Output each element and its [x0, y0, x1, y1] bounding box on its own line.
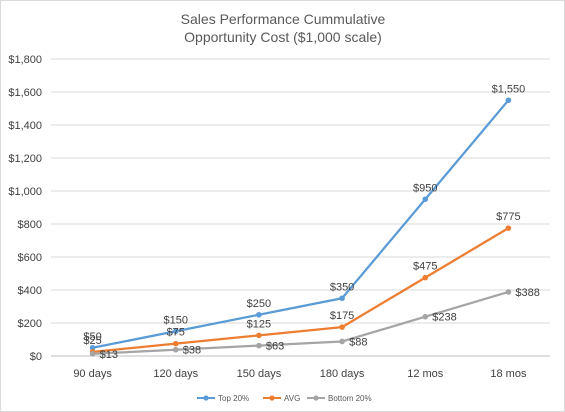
data-label: $125 [247, 318, 271, 330]
chart-title-line: Sales Performance Cummulative [181, 11, 386, 27]
x-tick-label: 18 mos [490, 368, 527, 380]
data-point [505, 225, 512, 231]
x-tick-label: 150 days [237, 368, 282, 380]
legend: Top 20% AVG Bottom 20% [197, 394, 372, 403]
data-label: $238 [432, 312, 456, 324]
data-point [505, 289, 512, 295]
data-point [422, 274, 429, 281]
x-tick-label: 12 mos [407, 368, 444, 380]
y-tick-label: $0 [30, 351, 42, 363]
data-label: $388 [515, 287, 539, 299]
data-point [256, 311, 262, 318]
data-label: $75 [167, 327, 185, 339]
data-label: $13 [100, 349, 118, 361]
data-label: $38 [183, 345, 201, 357]
y-tick-label: $1,800 [8, 54, 42, 66]
y-tick-label: $1,400 [8, 120, 42, 132]
x-tick-label: 180 days [320, 368, 365, 380]
data-label: $950 [413, 182, 437, 194]
y-tick-label: $1,600 [8, 87, 42, 99]
series [89, 97, 512, 357]
data-point [172, 346, 179, 353]
chart-title-line: Opportunity Cost ($1,000 scale) [184, 29, 382, 45]
series-line [92, 290, 509, 355]
data-label: $25 [83, 335, 101, 347]
data-label: $150 [164, 314, 188, 326]
data-point [89, 351, 96, 357]
data-label: $50 [83, 331, 101, 343]
y-tick-label: $1,000 [8, 186, 42, 198]
legend-label: AVG [284, 394, 300, 403]
y-tick-label: $200 [18, 318, 42, 330]
data-point [339, 295, 345, 302]
series-line [92, 227, 509, 353]
data-label: $175 [330, 310, 354, 322]
data-label: $63 [266, 341, 284, 353]
data-point [422, 313, 429, 320]
data-point [256, 342, 262, 349]
data-point [422, 196, 429, 203]
y-tick-label: $1,200 [8, 153, 42, 165]
y-tick-label: $600 [18, 252, 42, 264]
legend-marker [269, 395, 275, 401]
data-label: $88 [349, 336, 367, 348]
data-label: $1,550 [492, 83, 526, 95]
chart-title: Sales Performance Cummulative Opportunity… [181, 11, 386, 45]
data-point [256, 332, 262, 339]
legend-marker [203, 395, 209, 401]
data-point [339, 338, 345, 345]
data-labels: $50 $150 $250 $350 $950 $1,550 $25 $75 $125 $175 $… [83, 83, 539, 361]
data-point [89, 344, 96, 351]
series-line [92, 99, 510, 349]
gridlines [51, 58, 550, 357]
data-point [172, 340, 179, 347]
data-label: $250 [247, 298, 271, 310]
y-axis: $0 $200 $400 $600 $800 $1,000 $1,200 $1,400 $1,6… [8, 54, 42, 363]
legend-marker [313, 395, 319, 401]
x-axis: 90 days 120 days 150 days 180 days 12 mos 18 … [73, 368, 527, 380]
x-tick-label: 90 days [73, 368, 112, 380]
x-tick-label: 120 days [153, 368, 198, 380]
data-label: $350 [330, 281, 354, 293]
legend-label: Bottom 20% [328, 394, 372, 403]
data-point [339, 324, 345, 330]
legend-label: Top 20% [218, 394, 249, 403]
data-label: $775 [496, 211, 520, 223]
y-tick-label: $400 [18, 285, 42, 297]
y-tick-label: $800 [18, 219, 42, 231]
data-point [505, 97, 512, 104]
data-label: $475 [413, 261, 437, 273]
data-point [172, 328, 179, 335]
